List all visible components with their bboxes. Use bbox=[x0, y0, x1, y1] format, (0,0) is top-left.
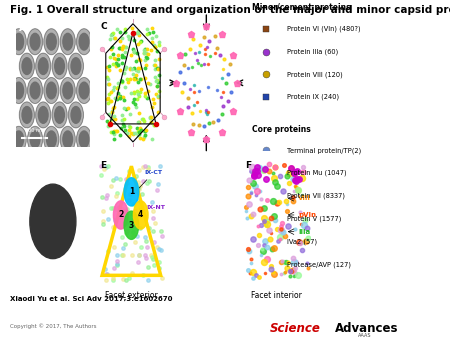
Text: Protein VII (8337): Protein VII (8337) bbox=[287, 193, 345, 199]
Circle shape bbox=[36, 102, 51, 128]
Text: Protein IIIa (60): Protein IIIa (60) bbox=[287, 48, 338, 55]
Text: Protease/AVP (127): Protease/AVP (127) bbox=[287, 261, 351, 268]
Circle shape bbox=[14, 131, 23, 148]
Text: AAAS: AAAS bbox=[358, 333, 371, 338]
Circle shape bbox=[55, 58, 64, 74]
Text: 3: 3 bbox=[129, 221, 134, 230]
Text: Protein V (1577): Protein V (1577) bbox=[287, 216, 342, 222]
Circle shape bbox=[63, 131, 72, 148]
Circle shape bbox=[60, 78, 75, 103]
Circle shape bbox=[113, 201, 128, 229]
Text: Minor/cement proteins: Minor/cement proteins bbox=[252, 3, 350, 13]
Circle shape bbox=[30, 82, 40, 99]
Circle shape bbox=[60, 29, 75, 54]
Circle shape bbox=[71, 58, 81, 74]
Text: 100 nm: 100 nm bbox=[25, 128, 44, 132]
Circle shape bbox=[19, 53, 34, 79]
Circle shape bbox=[76, 78, 91, 103]
Circle shape bbox=[68, 53, 83, 79]
Circle shape bbox=[11, 78, 26, 103]
Circle shape bbox=[124, 178, 139, 206]
Text: A: A bbox=[19, 24, 26, 33]
Text: Core proteins: Core proteins bbox=[252, 125, 310, 134]
Circle shape bbox=[30, 131, 40, 148]
Circle shape bbox=[46, 82, 56, 99]
Text: C: C bbox=[100, 22, 107, 31]
Text: Protein VIII (120): Protein VIII (120) bbox=[287, 71, 343, 78]
Circle shape bbox=[30, 33, 40, 50]
Circle shape bbox=[79, 33, 89, 50]
Circle shape bbox=[68, 102, 83, 128]
Text: Terminal protein/TP(2): Terminal protein/TP(2) bbox=[287, 147, 361, 154]
Text: IIIa: IIIa bbox=[298, 229, 310, 235]
Circle shape bbox=[36, 53, 51, 79]
Circle shape bbox=[27, 29, 42, 54]
Circle shape bbox=[22, 58, 32, 74]
Circle shape bbox=[124, 211, 139, 239]
Text: IX-CT: IX-CT bbox=[139, 170, 163, 189]
Circle shape bbox=[27, 126, 42, 152]
Text: VIII: VIII bbox=[298, 195, 311, 201]
Circle shape bbox=[63, 82, 72, 99]
Circle shape bbox=[60, 126, 75, 152]
Text: Copyright © 2017, The Authors: Copyright © 2017, The Authors bbox=[10, 324, 96, 330]
Circle shape bbox=[79, 82, 89, 99]
Circle shape bbox=[19, 102, 34, 128]
Circle shape bbox=[76, 29, 91, 54]
Text: IX-NT: IX-NT bbox=[140, 204, 166, 217]
Text: pVIn: pVIn bbox=[298, 212, 316, 218]
Circle shape bbox=[44, 29, 59, 54]
Circle shape bbox=[38, 58, 48, 74]
Text: Science: Science bbox=[270, 322, 321, 335]
Circle shape bbox=[71, 106, 81, 123]
Text: Facet exterior: Facet exterior bbox=[105, 291, 158, 300]
Circle shape bbox=[133, 201, 148, 229]
Ellipse shape bbox=[30, 184, 76, 259]
Circle shape bbox=[38, 106, 48, 123]
Text: F: F bbox=[245, 161, 252, 170]
Circle shape bbox=[79, 131, 89, 148]
Circle shape bbox=[63, 33, 72, 50]
Text: Protein IX (240): Protein IX (240) bbox=[287, 94, 339, 100]
Text: 4: 4 bbox=[138, 211, 144, 219]
Circle shape bbox=[22, 106, 32, 123]
Circle shape bbox=[14, 33, 23, 50]
Circle shape bbox=[14, 82, 23, 99]
Text: B: B bbox=[19, 162, 26, 171]
Circle shape bbox=[11, 126, 26, 152]
Circle shape bbox=[76, 126, 91, 152]
Circle shape bbox=[46, 33, 56, 50]
Text: Xiaodi Yu et al. Sci Adv 2017;3:e1602670: Xiaodi Yu et al. Sci Adv 2017;3:e1602670 bbox=[10, 296, 172, 302]
Circle shape bbox=[52, 53, 67, 79]
Circle shape bbox=[27, 78, 42, 103]
Text: Protein VI (VIn) (480?): Protein VI (VIn) (480?) bbox=[287, 25, 361, 32]
Circle shape bbox=[52, 102, 67, 128]
Text: 2: 2 bbox=[118, 211, 123, 219]
Text: D: D bbox=[174, 22, 181, 31]
Circle shape bbox=[44, 78, 59, 103]
Text: Advances: Advances bbox=[335, 322, 399, 335]
Circle shape bbox=[46, 131, 56, 148]
Text: 1: 1 bbox=[129, 187, 134, 196]
Text: E: E bbox=[100, 161, 106, 170]
Circle shape bbox=[55, 106, 64, 123]
Text: Protein Mu (1047): Protein Mu (1047) bbox=[287, 170, 347, 176]
Circle shape bbox=[11, 29, 26, 54]
Text: IVa2 (57): IVa2 (57) bbox=[287, 238, 317, 245]
Text: Facet interior: Facet interior bbox=[251, 291, 302, 300]
Circle shape bbox=[44, 126, 59, 152]
Text: Fig. 1 Overall structure and organization of the major and minor capsid proteins: Fig. 1 Overall structure and organizatio… bbox=[10, 5, 450, 15]
